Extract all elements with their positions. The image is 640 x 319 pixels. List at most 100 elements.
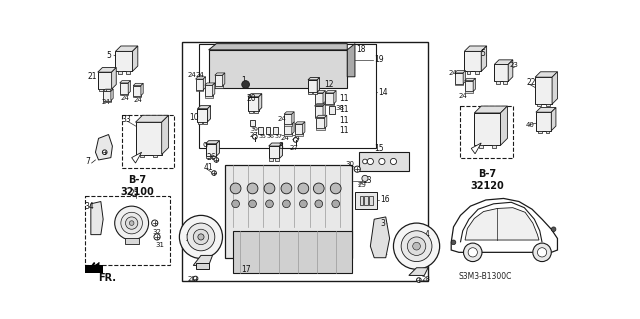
Bar xyxy=(474,113,500,145)
Text: 38: 38 xyxy=(336,105,345,111)
Polygon shape xyxy=(371,217,390,258)
Circle shape xyxy=(102,150,107,154)
Circle shape xyxy=(193,229,209,245)
Bar xyxy=(225,165,352,258)
Bar xyxy=(86,265,103,273)
Polygon shape xyxy=(314,104,325,106)
Circle shape xyxy=(362,175,368,182)
Bar xyxy=(269,146,280,159)
Bar xyxy=(273,127,278,134)
Bar xyxy=(295,124,303,134)
Polygon shape xyxy=(454,70,465,73)
Polygon shape xyxy=(317,78,319,92)
Polygon shape xyxy=(551,108,556,131)
Text: S3M3-B1300C: S3M3-B1300C xyxy=(459,272,512,281)
Bar xyxy=(538,104,541,107)
Text: 24: 24 xyxy=(196,72,204,78)
Text: 11: 11 xyxy=(340,105,349,114)
Text: 14: 14 xyxy=(378,88,388,97)
Text: 24: 24 xyxy=(277,116,286,122)
Polygon shape xyxy=(316,115,327,118)
Circle shape xyxy=(332,200,340,208)
Polygon shape xyxy=(248,94,262,97)
Polygon shape xyxy=(204,77,205,90)
Bar xyxy=(205,96,212,98)
Bar xyxy=(284,134,292,136)
Bar xyxy=(198,109,207,122)
Polygon shape xyxy=(325,91,336,93)
Bar xyxy=(465,81,473,92)
Text: 23: 23 xyxy=(509,62,518,68)
Bar xyxy=(206,156,210,159)
Circle shape xyxy=(315,200,323,208)
Text: 28: 28 xyxy=(187,276,196,282)
Text: 35: 35 xyxy=(259,134,267,139)
Polygon shape xyxy=(323,91,325,104)
Text: 2: 2 xyxy=(186,234,190,243)
Text: 5: 5 xyxy=(481,49,485,58)
Polygon shape xyxy=(141,83,143,96)
Text: 27: 27 xyxy=(289,145,298,151)
Circle shape xyxy=(249,200,257,208)
Text: 9: 9 xyxy=(202,142,207,151)
Bar xyxy=(538,131,541,133)
Bar xyxy=(232,231,352,273)
Text: 33: 33 xyxy=(122,115,131,124)
Circle shape xyxy=(266,200,273,208)
Circle shape xyxy=(401,231,432,262)
Bar xyxy=(329,106,335,114)
Circle shape xyxy=(468,248,477,257)
Polygon shape xyxy=(292,122,294,134)
Polygon shape xyxy=(481,46,486,71)
Circle shape xyxy=(154,234,160,240)
Circle shape xyxy=(115,206,148,240)
Text: 24: 24 xyxy=(134,97,143,103)
Polygon shape xyxy=(132,152,141,163)
Circle shape xyxy=(283,200,291,208)
Polygon shape xyxy=(91,202,103,235)
Bar xyxy=(364,196,368,205)
Circle shape xyxy=(300,200,307,208)
Polygon shape xyxy=(284,112,294,114)
Bar xyxy=(467,71,470,74)
Bar xyxy=(284,114,292,124)
Text: 21: 21 xyxy=(88,72,97,81)
Text: 17: 17 xyxy=(241,265,251,274)
Bar xyxy=(198,122,202,124)
Polygon shape xyxy=(295,122,305,124)
Bar xyxy=(316,128,324,130)
Text: 36: 36 xyxy=(266,134,275,139)
Bar xyxy=(133,85,141,96)
Circle shape xyxy=(363,159,367,164)
Bar xyxy=(182,42,428,281)
Polygon shape xyxy=(136,115,168,122)
Text: 4: 4 xyxy=(424,230,429,239)
Circle shape xyxy=(212,171,216,175)
Bar xyxy=(479,145,483,148)
Polygon shape xyxy=(205,83,215,85)
Text: B-7
32100: B-7 32100 xyxy=(120,175,154,197)
Polygon shape xyxy=(494,60,513,64)
Polygon shape xyxy=(473,78,476,92)
Bar xyxy=(355,192,376,209)
Circle shape xyxy=(413,242,420,250)
Circle shape xyxy=(129,221,134,226)
Text: 41: 41 xyxy=(204,163,214,172)
Bar xyxy=(258,127,262,134)
Polygon shape xyxy=(535,72,557,77)
Circle shape xyxy=(121,212,143,234)
Text: 1: 1 xyxy=(241,76,246,85)
Text: 39: 39 xyxy=(251,127,259,132)
Circle shape xyxy=(298,183,308,194)
Circle shape xyxy=(179,215,223,258)
Polygon shape xyxy=(308,78,319,80)
Bar xyxy=(503,81,507,84)
Bar xyxy=(98,72,111,89)
Polygon shape xyxy=(132,46,138,71)
Bar xyxy=(475,71,479,74)
Bar xyxy=(314,117,323,118)
Bar xyxy=(314,93,323,104)
Bar xyxy=(269,159,273,161)
Circle shape xyxy=(417,278,421,282)
Polygon shape xyxy=(212,83,215,96)
